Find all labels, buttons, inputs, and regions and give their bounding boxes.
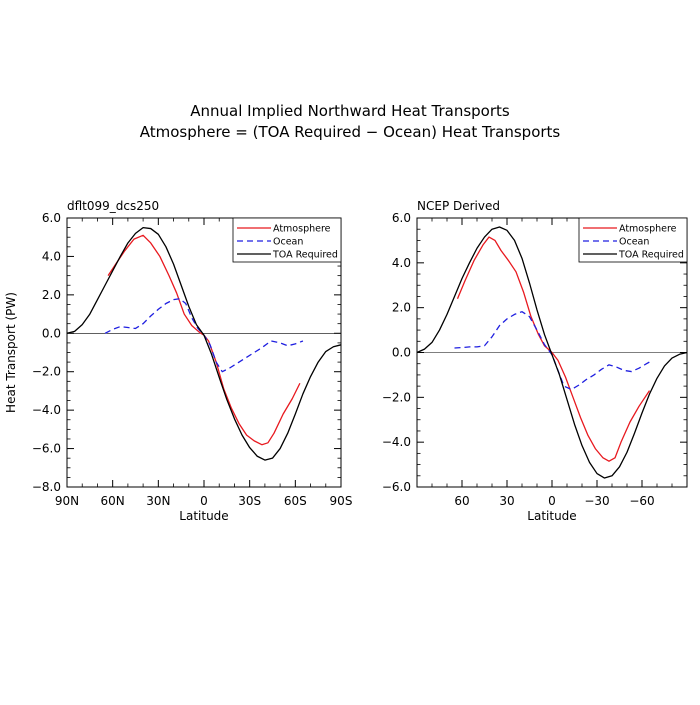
- chart-panel-left: dflt099_dcs250 6.0 4.0 2.0 0.0 −2.0 −4.0 −6.0 −8…: [4, 199, 352, 523]
- figure-title-line1: Annual Implied Northward Heat Transports: [190, 102, 510, 120]
- x-tick-label: 0: [200, 494, 208, 508]
- legend-label: TOA Required: [618, 250, 684, 261]
- y-tick-label: −4.0: [32, 403, 61, 417]
- legend-box: [578, 217, 688, 263]
- figure-title-line2: Atmosphere = (TOA Required − Ocean) Heat…: [140, 123, 561, 141]
- x-tick-label: −30: [584, 494, 609, 508]
- panel-subtitle: NCEP Derived: [417, 199, 500, 213]
- legend-label: TOA Required: [272, 250, 338, 261]
- y-tick-label: −2.0: [32, 365, 61, 379]
- x-tick-label: 0: [548, 494, 556, 508]
- series-line-ocean: [104, 298, 304, 373]
- legend-label: Ocean: [619, 237, 649, 248]
- y-tick-label: 2.0: [42, 288, 61, 302]
- y-tick-label: 4.0: [392, 256, 411, 270]
- x-tick-label: 30S: [238, 494, 261, 508]
- y-tick-label: 4.0: [42, 249, 61, 263]
- y-tick-label: 0.0: [42, 326, 61, 340]
- y-tick-label: −2.0: [382, 390, 411, 404]
- y-tick-label: −8.0: [32, 480, 61, 494]
- x-tick-label: 60: [454, 494, 469, 508]
- legend-label: Ocean: [273, 237, 303, 248]
- x-tick-label: 60S: [284, 494, 307, 508]
- x-axis-label: Latitude: [527, 509, 576, 523]
- y-tick-label: −4.0: [382, 435, 411, 449]
- x-tick-label: 90S: [330, 494, 353, 508]
- panel-subtitle: dflt099_dcs250: [67, 199, 159, 213]
- x-tick-label: 30: [499, 494, 514, 508]
- x-axis-label: Latitude: [179, 509, 228, 523]
- y-tick-label: −6.0: [382, 480, 411, 494]
- x-tick-label: 90N: [55, 494, 79, 508]
- legend-label: Atmosphere: [273, 224, 331, 235]
- series-line-atmosphere: [107, 234, 301, 446]
- x-tick-label: 60N: [101, 494, 125, 508]
- y-tick-label: −6.0: [32, 442, 61, 456]
- y-tick-label: 6.0: [392, 211, 411, 225]
- y-tick-label: 6.0: [42, 211, 61, 225]
- legend-box: [232, 217, 342, 263]
- chart-panel-right: NCEP Derived 6.0 4.0 2.0 0.0 −2.0 −4.0 −6.0 60 30…: [382, 199, 688, 523]
- y-axis-label: Heat Transport (PW): [4, 292, 18, 413]
- y-tick-label: 0.0: [392, 346, 411, 360]
- legend-label: Atmosphere: [619, 224, 677, 235]
- x-tick-label: 30N: [146, 494, 170, 508]
- series-line-ocean: [454, 311, 653, 391]
- y-tick-label: 2.0: [392, 301, 411, 315]
- x-tick-label: −60: [629, 494, 654, 508]
- series-line-toa-required: [416, 226, 688, 479]
- series-line-toa-required: [66, 226, 342, 461]
- series-line-atmosphere: [456, 236, 651, 462]
